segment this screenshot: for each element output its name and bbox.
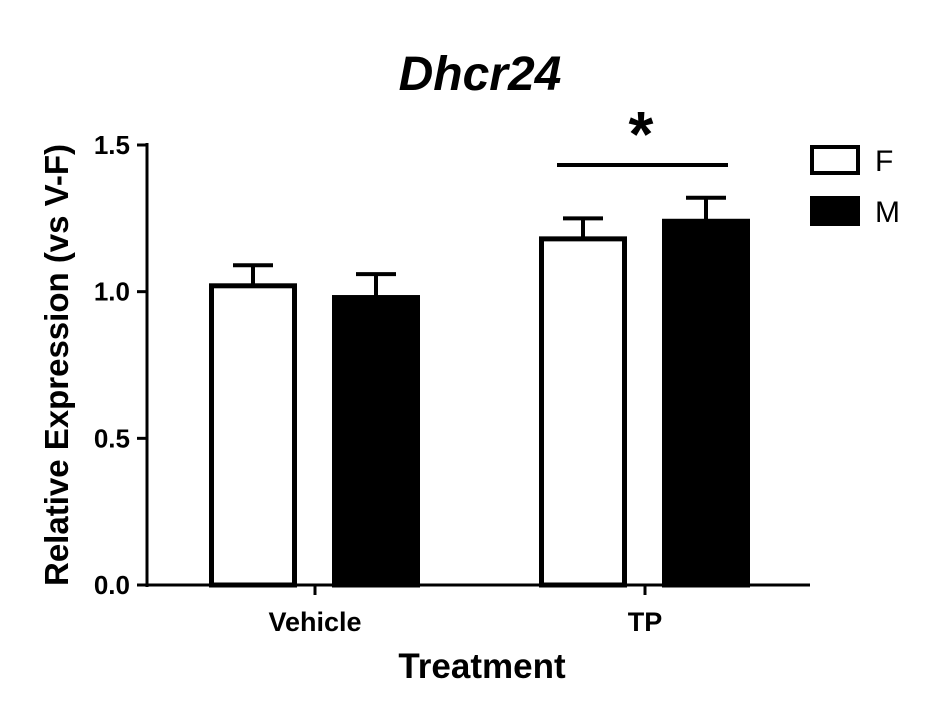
y-tick-label: 0.5 [94,423,130,453]
significance-star: * [629,98,654,170]
bar-m-vehicle [332,295,420,588]
chart-title: Dhcr24 [399,48,562,101]
legend-swatch-f [810,145,860,175]
bar-f-tp [539,236,627,588]
x-axis-label: Treatment [398,647,566,686]
bar-m-tp [662,218,750,588]
significance-annotation: * [557,98,728,170]
legend: F M [810,145,900,229]
y-axis: 0.0 0.5 1.0 1.5 [94,130,149,600]
y-tick-label: 0.0 [94,570,130,600]
bars [209,218,750,588]
y-ticks: 0.0 0.5 1.0 1.5 [94,130,147,600]
x-tick-label: TP [628,607,663,637]
legend-label-m: M [875,196,900,229]
legend-swatch-m [810,196,860,226]
x-tick-label: Vehicle [268,607,361,637]
x-axis: Vehicle TP [145,583,810,637]
y-tick-label: 1.5 [94,130,130,160]
bar-f-vehicle [209,283,297,588]
x-ticks: Vehicle TP [268,585,662,637]
legend-label-f: F [875,145,893,178]
y-tick-label: 1.0 [94,277,130,307]
y-axis-label: Relative Expression (vs V-F) [38,144,75,586]
error-bars [233,195,726,298]
